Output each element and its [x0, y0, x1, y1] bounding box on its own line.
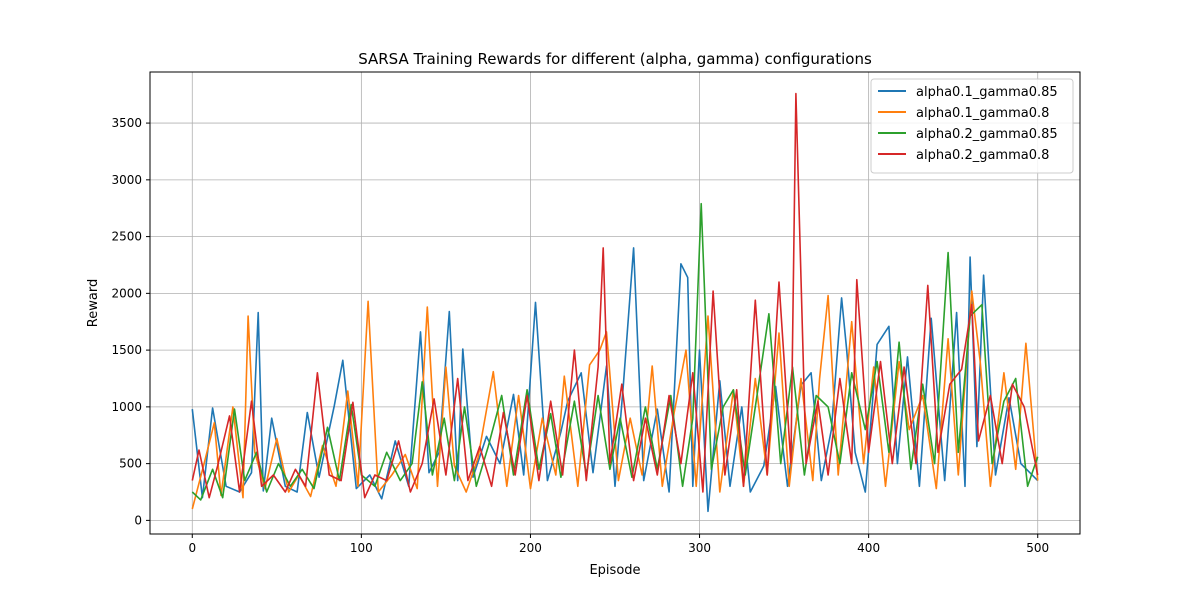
y-tick-label: 2500 — [111, 230, 142, 244]
legend-label: alpha0.2_gamma0.8 — [916, 148, 1049, 163]
chart-title: SARSA Training Rewards for different (al… — [358, 50, 872, 68]
x-axis-ticks: 0 100 200 300 400 500 — [188, 534, 1049, 555]
grid-lines — [150, 72, 1080, 534]
legend-label: alpha0.2_gamma0.85 — [916, 127, 1058, 142]
x-axis-label: Episode — [589, 563, 640, 578]
x-tick-label: 500 — [1026, 541, 1049, 555]
series-line-alpha0.1_gamma0.85 — [191, 247, 1039, 513]
y-tick-label: 1500 — [111, 343, 142, 357]
legend-label: alpha0.1_gamma0.8 — [916, 106, 1049, 121]
y-tick-label: 0 — [134, 513, 142, 527]
x-tick-label: 300 — [688, 541, 711, 555]
y-tick-label: 2000 — [111, 286, 142, 300]
legend-box — [870, 78, 1074, 174]
legend-label: alpha0.1_gamma0.85 — [916, 85, 1058, 100]
x-tick-label: 400 — [857, 541, 880, 555]
series-line-alpha0.2_gamma0.8 — [191, 92, 1039, 499]
y-axis-ticks: 0 500 1000 1500 2000 2500 3000 3500 — [111, 116, 150, 527]
legend: alpha0.1_gamma0.85 alpha0.1_gamma0.8alpha… — [870, 78, 1074, 174]
x-tick-label: 100 — [350, 541, 373, 555]
y-tick-label: 1000 — [111, 400, 142, 414]
y-axis-label: Reward — [86, 279, 101, 327]
series-lines — [191, 92, 1039, 513]
x-tick-label: 0 — [188, 541, 196, 555]
plot-frame — [149, 71, 1081, 535]
y-tick-label: 3500 — [111, 116, 142, 130]
y-tick-label: 500 — [119, 457, 142, 471]
series-line-alpha0.2_gamma0.85 — [191, 202, 1039, 501]
x-tick-label: 200 — [519, 541, 542, 555]
y-tick-label: 3000 — [111, 173, 142, 187]
